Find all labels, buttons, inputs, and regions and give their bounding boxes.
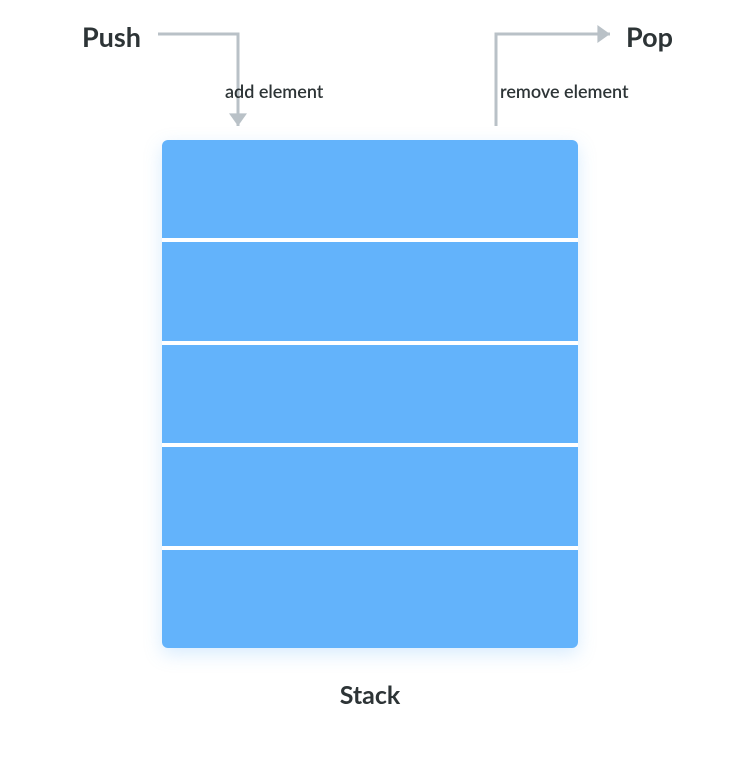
stack-cell	[162, 140, 578, 238]
push-label: Push	[82, 20, 141, 53]
add-element-label: add element	[225, 80, 323, 102]
stack-title: Stack	[270, 680, 470, 710]
stack-cell	[162, 546, 578, 648]
stack-cell	[162, 443, 578, 545]
remove-element-label: remove element	[500, 80, 629, 102]
stack-cell	[162, 341, 578, 443]
stack-cell	[162, 238, 578, 340]
pop-label: Pop	[626, 20, 673, 53]
diagram-canvas: Push Pop add element remove element Stac…	[0, 0, 738, 768]
stack-container	[162, 140, 578, 648]
